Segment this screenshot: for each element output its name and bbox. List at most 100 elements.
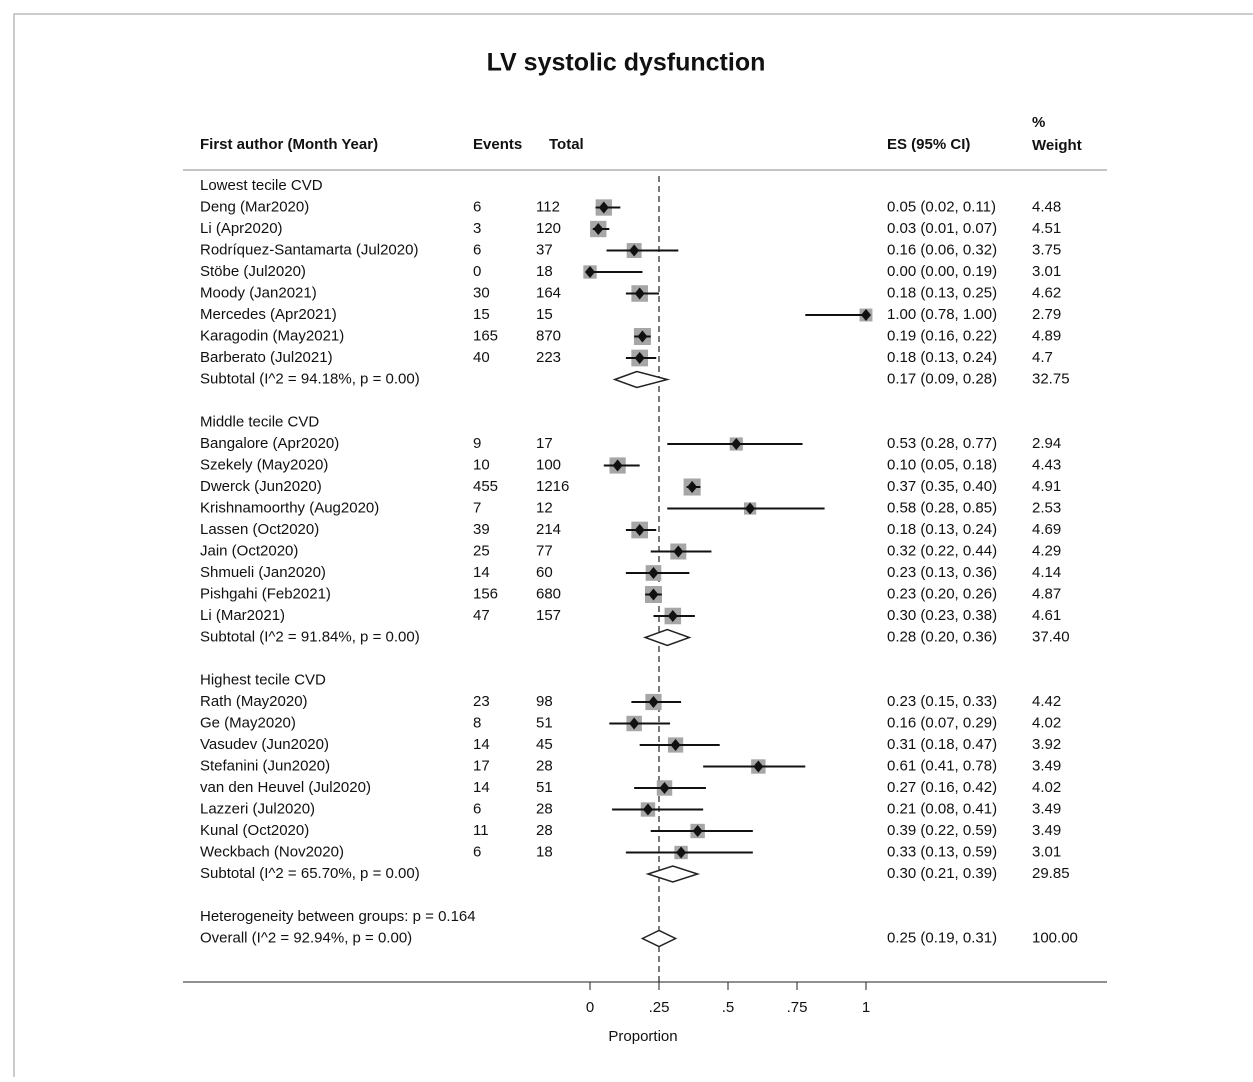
point-estimate bbox=[670, 739, 681, 751]
total: 51 bbox=[536, 779, 553, 796]
study-name: Dwerck (Jun2020) bbox=[200, 478, 322, 495]
es-label: 0.16 (0.06, 0.32) bbox=[887, 241, 997, 258]
study-name: Moody (Jan2021) bbox=[200, 284, 317, 301]
study-name: Kunal (Oct2020) bbox=[200, 822, 309, 839]
total: 28 bbox=[536, 800, 553, 817]
events: 14 bbox=[473, 564, 490, 581]
es-label: 0.18 (0.13, 0.24) bbox=[887, 521, 997, 538]
point-estimate bbox=[692, 825, 703, 837]
pooled-label: Overall (I^2 = 92.94%, p = 0.00) bbox=[200, 929, 412, 946]
point-estimate bbox=[687, 481, 698, 493]
events: 30 bbox=[473, 284, 490, 301]
es-label: 0.16 (0.07, 0.29) bbox=[887, 714, 997, 731]
total: 45 bbox=[536, 736, 553, 753]
events: 39 bbox=[473, 521, 490, 538]
total: 18 bbox=[536, 263, 553, 280]
column-header: Weight bbox=[1032, 137, 1082, 154]
weight: 3.01 bbox=[1032, 263, 1061, 280]
events: 47 bbox=[473, 607, 490, 624]
study-name: Shmueli (Jan2020) bbox=[200, 564, 326, 581]
pooled-label: Subtotal (I^2 = 94.18%, p = 0.00) bbox=[200, 370, 420, 387]
events: 165 bbox=[473, 327, 498, 344]
weight: 37.40 bbox=[1032, 628, 1070, 645]
group-label: Highest tecile CVD bbox=[200, 671, 326, 688]
study-name: Weckbach (Nov2020) bbox=[200, 843, 344, 860]
es-label: 0.30 (0.23, 0.38) bbox=[887, 607, 997, 624]
es-label: 0.28 (0.20, 0.36) bbox=[887, 628, 997, 645]
total: 28 bbox=[536, 757, 553, 774]
study-name: van den Heuvel (Jul2020) bbox=[200, 779, 371, 796]
total: 223 bbox=[536, 349, 561, 366]
weight: 4.02 bbox=[1032, 779, 1061, 796]
weight: 4.14 bbox=[1032, 564, 1061, 581]
weight: 3.92 bbox=[1032, 736, 1061, 753]
point-estimate bbox=[585, 266, 595, 278]
column-header: Total bbox=[549, 136, 584, 153]
study-name: Szekely (May2020) bbox=[200, 456, 328, 473]
pooled-label: Subtotal (I^2 = 65.70%, p = 0.00) bbox=[200, 865, 420, 882]
total: 164 bbox=[536, 284, 561, 301]
point-estimate bbox=[731, 438, 742, 450]
es-label: 0.18 (0.13, 0.24) bbox=[887, 349, 997, 366]
pooled-diamond bbox=[642, 628, 692, 647]
events: 6 bbox=[473, 843, 481, 860]
total: 15 bbox=[536, 306, 553, 323]
point-estimate bbox=[667, 610, 678, 622]
es-label: 0.10 (0.05, 0.18) bbox=[887, 456, 997, 473]
weight: 3.49 bbox=[1032, 757, 1061, 774]
es-label: 0.32 (0.22, 0.44) bbox=[887, 542, 997, 559]
point-estimate bbox=[753, 760, 764, 773]
weight: 4.69 bbox=[1032, 521, 1061, 538]
x-tick-label: 0 bbox=[586, 999, 594, 1016]
study-name: Bangalore (Apr2020) bbox=[200, 435, 339, 452]
total: 680 bbox=[536, 585, 561, 602]
events: 17 bbox=[473, 757, 490, 774]
es-label: 1.00 (0.78, 1.00) bbox=[887, 306, 997, 323]
total: 77 bbox=[536, 542, 553, 559]
point-estimate bbox=[629, 244, 640, 257]
point-estimate bbox=[861, 309, 871, 321]
x-tick-label: .25 bbox=[649, 999, 670, 1016]
point-estimate bbox=[642, 803, 653, 816]
events: 156 bbox=[473, 585, 498, 602]
total: 18 bbox=[536, 843, 553, 860]
es-label: 0.27 (0.16, 0.42) bbox=[887, 779, 997, 796]
x-tick-label: .75 bbox=[787, 999, 808, 1016]
weight: 4.91 bbox=[1032, 478, 1061, 495]
study-name: Lassen (Oct2020) bbox=[200, 521, 319, 538]
point-estimate bbox=[648, 696, 659, 708]
es-label: 0.18 (0.13, 0.25) bbox=[887, 284, 997, 301]
point-estimate bbox=[676, 846, 687, 859]
events: 0 bbox=[473, 263, 481, 280]
es-label: 0.05 (0.02, 0.11) bbox=[887, 198, 996, 215]
pooled-diamond bbox=[645, 865, 701, 883]
point-estimate bbox=[648, 567, 659, 579]
events: 23 bbox=[473, 693, 490, 710]
column-header: % bbox=[1032, 114, 1045, 131]
events: 10 bbox=[473, 456, 490, 473]
study-name: Deng (Mar2020) bbox=[200, 198, 309, 215]
weight: 4.48 bbox=[1032, 198, 1061, 215]
weight: 4.43 bbox=[1032, 456, 1061, 473]
es-label: 0.53 (0.28, 0.77) bbox=[887, 435, 997, 452]
weight: 4.61 bbox=[1032, 607, 1061, 624]
study-name: Stefanini (Jun2020) bbox=[200, 757, 330, 774]
events: 6 bbox=[473, 241, 481, 258]
total: 870 bbox=[536, 327, 561, 344]
point-estimate bbox=[637, 330, 648, 343]
weight: 2.79 bbox=[1032, 306, 1061, 323]
total: 17 bbox=[536, 435, 553, 452]
study-name: Rodríquez-Santamarta (Jul2020) bbox=[200, 241, 418, 258]
study-name: Mercedes (Apr2021) bbox=[200, 306, 337, 323]
es-label: 0.58 (0.28, 0.85) bbox=[887, 499, 997, 516]
chart-title: LV systolic dysfunction bbox=[487, 49, 766, 77]
es-label: 0.23 (0.15, 0.33) bbox=[887, 693, 997, 710]
total: 157 bbox=[536, 607, 561, 624]
point-estimate bbox=[745, 502, 756, 515]
pooled-diamond bbox=[612, 370, 671, 389]
heterogeneity: Heterogeneity between groups: p = 0.164 bbox=[200, 908, 476, 925]
weight: 2.94 bbox=[1032, 435, 1061, 452]
pooled-diamond bbox=[640, 929, 678, 948]
weight: 4.87 bbox=[1032, 585, 1061, 602]
total: 60 bbox=[536, 564, 553, 581]
